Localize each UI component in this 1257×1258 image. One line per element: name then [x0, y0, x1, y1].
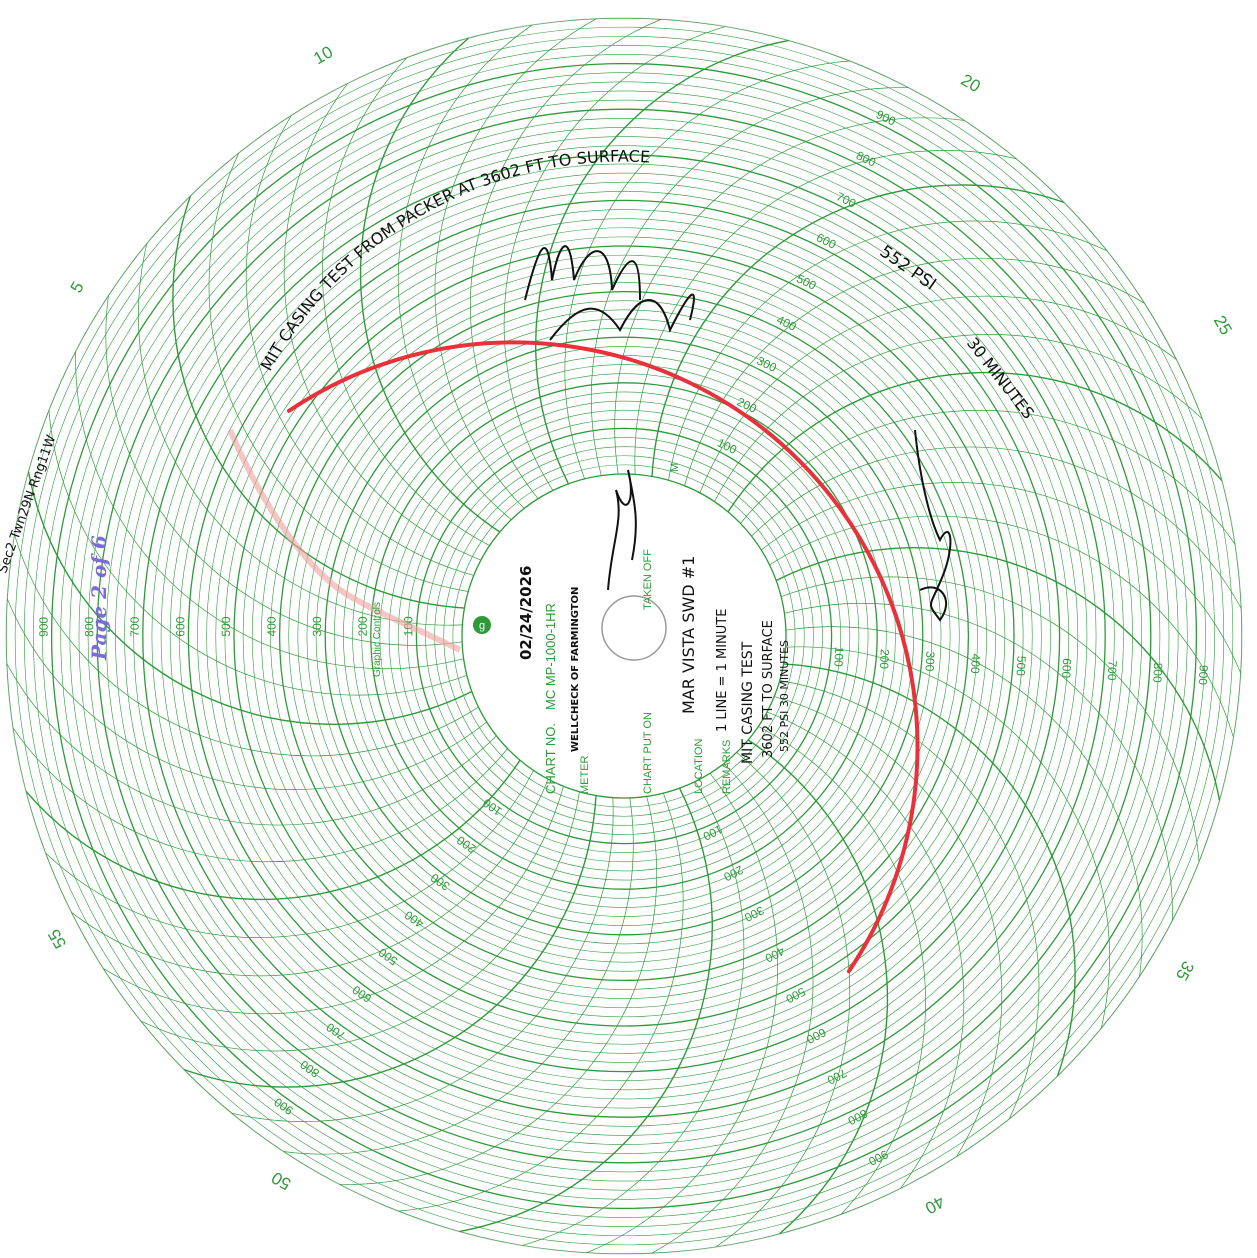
scale-label: 800	[1150, 662, 1165, 683]
scale-label: 100	[831, 646, 846, 667]
scale-label: 200	[356, 616, 370, 636]
minute-label: 35	[1172, 958, 1198, 984]
pressure-trace-start	[227, 428, 462, 653]
remarks-line3: 3602 FT TO SURFACE	[761, 620, 776, 758]
meter-label: METER	[579, 755, 591, 794]
signature-right	[914, 429, 952, 622]
scale-label: 800	[82, 616, 96, 636]
chart-no-value: MC MP-1000-1HR	[543, 603, 558, 710]
date-value: 02/24/2026	[517, 566, 535, 660]
scale-label: 600	[173, 616, 187, 636]
signature-center	[607, 469, 637, 591]
remarks-line4: 552 PSI 30 MINUTES	[778, 640, 791, 752]
minute-label: 10	[310, 42, 336, 68]
page-stamp: Page 2 of 6	[87, 535, 111, 661]
scale-label: 500	[1013, 656, 1028, 677]
location-label: LOCATION	[693, 739, 705, 794]
taken-off-label: TAKEN OFF	[642, 549, 654, 610]
scale-label: 300	[310, 616, 324, 636]
minute-label: 20	[958, 70, 984, 96]
minute-label: 5	[67, 278, 88, 296]
minute-label: 25	[1210, 312, 1236, 338]
chart-center-card: CHART NO. MC MP-1000-1HR METER WELLCHECK…	[372, 463, 791, 796]
center-hole	[601, 595, 667, 661]
svg-text:g: g	[479, 620, 485, 632]
scale-label: 600	[1059, 658, 1074, 679]
minute-label: 50	[268, 1168, 294, 1194]
scale-label: 300	[922, 651, 937, 672]
scale-label: 900	[37, 617, 51, 637]
scale-label: 400	[265, 616, 279, 636]
minute-label: 55	[44, 926, 70, 952]
scale-label: 700	[128, 616, 142, 636]
scale-label: 700	[1105, 660, 1120, 681]
chart-grid	[6, 18, 1242, 1254]
minute-label: 40	[922, 1192, 948, 1218]
scale-label: 400	[968, 653, 983, 674]
brand-logo-icon	[473, 616, 491, 634]
chart-put-on-label: CHART PUT ON	[642, 712, 654, 794]
chart-no-label: CHART NO.	[543, 723, 558, 794]
scale-label: 500	[219, 616, 233, 636]
scale-label: 900	[1196, 665, 1211, 686]
remarks-label: REMARKS	[721, 740, 733, 794]
signature-top	[524, 245, 695, 341]
meter-value: WELLCHECK OF FARMINGTON	[570, 587, 581, 752]
brand-name: Graphic Controls	[372, 602, 383, 677]
remarks-line2: MIT CASING TEST	[740, 641, 756, 764]
scale-label: 200	[877, 649, 892, 670]
pressure-trace	[286, 340, 920, 974]
m-label: M	[669, 463, 681, 472]
remarks-value: 1 LINE = 1 MINUTE	[715, 609, 730, 732]
location-value: MAR VISTA SWD #1	[679, 556, 698, 714]
